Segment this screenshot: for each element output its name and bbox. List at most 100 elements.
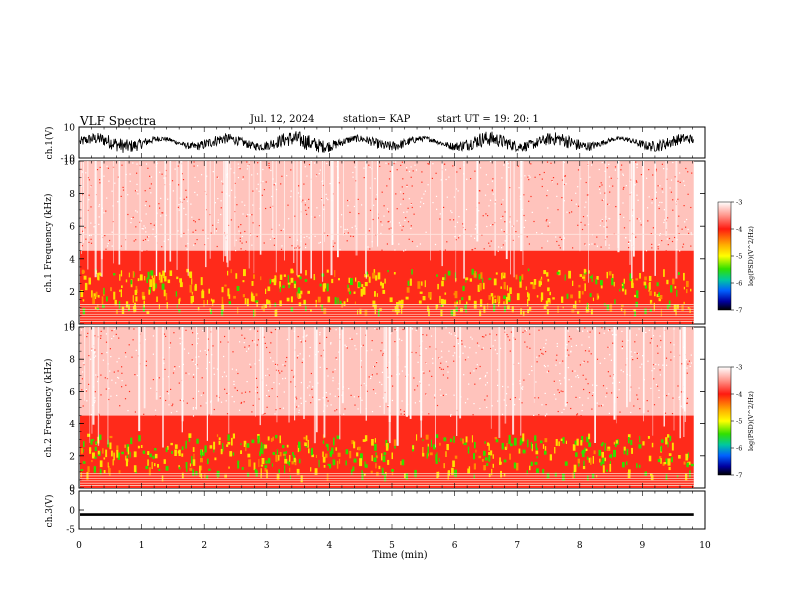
spectro-speckle	[504, 240, 506, 242]
spectro-speckle	[383, 205, 385, 207]
spectro-speckle	[577, 329, 579, 331]
spectro-speckle	[391, 399, 393, 402]
spectro-speckle	[591, 408, 593, 410]
spectro-streak	[91, 327, 93, 434]
spectro-band-cell	[493, 278, 497, 286]
spectro-speckle	[233, 380, 235, 383]
spectro-speckle	[561, 197, 563, 199]
spectro-band-cell	[593, 450, 596, 455]
spectro-speckle	[155, 415, 157, 417]
spectro-band-cell	[322, 451, 324, 457]
spectro-speckle	[440, 394, 442, 396]
spectro-band-cell	[98, 272, 101, 276]
spectro-band-cell	[460, 438, 462, 442]
spectro-speckle	[387, 221, 389, 223]
spectro-band-cell	[106, 296, 108, 302]
spectro-speckle	[192, 231, 194, 233]
spectro-band-cell	[678, 272, 680, 275]
spectro-speckle	[90, 206, 92, 208]
spectro-speckle	[147, 239, 149, 241]
spectro-speckle	[124, 352, 127, 354]
spectro-speckle	[615, 206, 617, 208]
spectro-band-cell	[353, 458, 357, 463]
spectro-speckle	[655, 197, 657, 199]
spectro-band-cell	[352, 466, 355, 472]
spectro-speckle	[388, 163, 390, 165]
spectro-speckle	[432, 202, 434, 204]
spectro-band-cell	[612, 273, 614, 279]
spectro-band-cell	[266, 299, 269, 305]
spectro-band-cell	[488, 277, 492, 281]
spectro-speckle	[179, 197, 181, 199]
spectro-band-cell	[604, 457, 606, 462]
spectro-speckle	[568, 212, 571, 214]
spectro-band-cell	[364, 282, 368, 287]
x-tick-label: 3	[264, 541, 270, 551]
spectro-speckle	[287, 204, 289, 206]
spectro-speckle	[286, 338, 288, 341]
spectro-speckle	[440, 368, 442, 370]
spectro-band-cell	[357, 310, 359, 315]
spectro-speckle	[278, 370, 280, 372]
spectro-band-cell	[398, 300, 402, 306]
spectro-speckle	[494, 339, 496, 341]
spectro-speckle	[206, 368, 208, 370]
spectro-speckle	[441, 356, 443, 358]
spectro-speckle	[304, 166, 306, 168]
spectro-speckle	[281, 370, 283, 372]
spectro-band-cell	[381, 467, 384, 475]
spectro-speckle	[314, 235, 316, 237]
wave-ytick-label: -10	[61, 155, 76, 165]
spectro-speckle	[490, 347, 492, 350]
spectro-speckle	[220, 207, 222, 209]
spectro-speckle	[670, 179, 673, 181]
spectro-band-cell	[377, 272, 381, 280]
spectro-band-cell	[189, 463, 192, 467]
spectro-speckle	[297, 415, 299, 417]
spectro-band-cell	[665, 437, 668, 445]
spectro-band-cell	[465, 277, 469, 281]
spectro-speckle	[447, 366, 449, 368]
spectro-band-cell	[364, 473, 366, 477]
spectro-band-cell	[498, 296, 501, 304]
spectro-speckle	[304, 204, 306, 206]
spectro-speckle	[134, 190, 137, 192]
spectro-speckle	[575, 344, 577, 347]
spectro-speckle	[253, 341, 255, 343]
spectro-speckle	[201, 377, 203, 379]
spectro-speckle	[273, 184, 275, 186]
spectro-speckle	[339, 249, 341, 251]
spectro-band-cell	[378, 465, 381, 470]
spectro-speckle	[474, 383, 476, 385]
spectro-speckle	[547, 240, 549, 242]
spectro-band-cell	[279, 274, 283, 280]
spectro-speckle	[635, 236, 637, 238]
spectro-band-cell	[227, 434, 230, 441]
spectro-speckle	[557, 410, 559, 413]
spectro-speckle	[121, 380, 123, 382]
spectro-speckle	[637, 398, 639, 400]
spectro-band-cell	[331, 278, 334, 284]
spectro-speckle	[424, 190, 426, 192]
spectro-speckle	[562, 390, 564, 393]
spectro-speckle	[575, 396, 577, 398]
spectro-band-cell	[82, 299, 85, 302]
spectro-band-cell	[144, 276, 146, 281]
spectro-speckle	[99, 166, 101, 168]
spectro-band-cell	[314, 468, 318, 475]
spectro-band-cell	[599, 458, 601, 463]
spectro-streak	[87, 161, 89, 270]
spectro-band-cell	[192, 469, 195, 477]
spectro-speckle	[269, 351, 271, 354]
spectro-speckle	[458, 216, 460, 218]
spectro-speckle	[265, 374, 267, 377]
spectro-speckle	[141, 228, 143, 230]
spectro-band-cell	[650, 473, 653, 477]
spectro-band-cell	[133, 465, 137, 473]
spectro-speckle	[612, 185, 614, 187]
spectro-band-cell	[542, 444, 545, 449]
spectro-band-cell	[93, 293, 97, 299]
spectro-speckle	[685, 359, 687, 361]
spectro-band-cell	[536, 295, 539, 298]
spectro-band-cell	[116, 445, 119, 452]
